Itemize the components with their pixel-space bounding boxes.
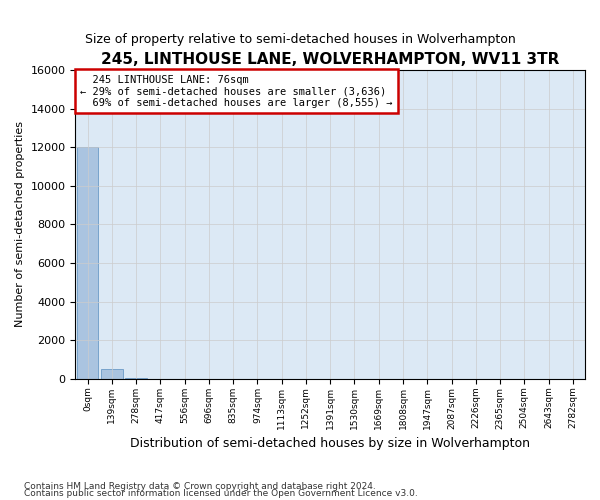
Text: 245 LINTHOUSE LANE: 76sqm
← 29% of semi-detached houses are smaller (3,636)
  69: 245 LINTHOUSE LANE: 76sqm ← 29% of semi-… bbox=[80, 74, 393, 108]
Y-axis label: Number of semi-detached properties: Number of semi-detached properties bbox=[15, 122, 25, 328]
Bar bbox=[125, 378, 147, 379]
Bar bbox=[101, 370, 123, 379]
Text: Contains public sector information licensed under the Open Government Licence v3: Contains public sector information licen… bbox=[24, 490, 418, 498]
Bar bbox=[77, 148, 98, 379]
Text: Contains HM Land Registry data © Crown copyright and database right 2024.: Contains HM Land Registry data © Crown c… bbox=[24, 482, 376, 491]
Title: 245, LINTHOUSE LANE, WOLVERHAMPTON, WV11 3TR: 245, LINTHOUSE LANE, WOLVERHAMPTON, WV11… bbox=[101, 52, 559, 68]
X-axis label: Distribution of semi-detached houses by size in Wolverhampton: Distribution of semi-detached houses by … bbox=[130, 437, 530, 450]
Text: Size of property relative to semi-detached houses in Wolverhampton: Size of property relative to semi-detach… bbox=[85, 32, 515, 46]
